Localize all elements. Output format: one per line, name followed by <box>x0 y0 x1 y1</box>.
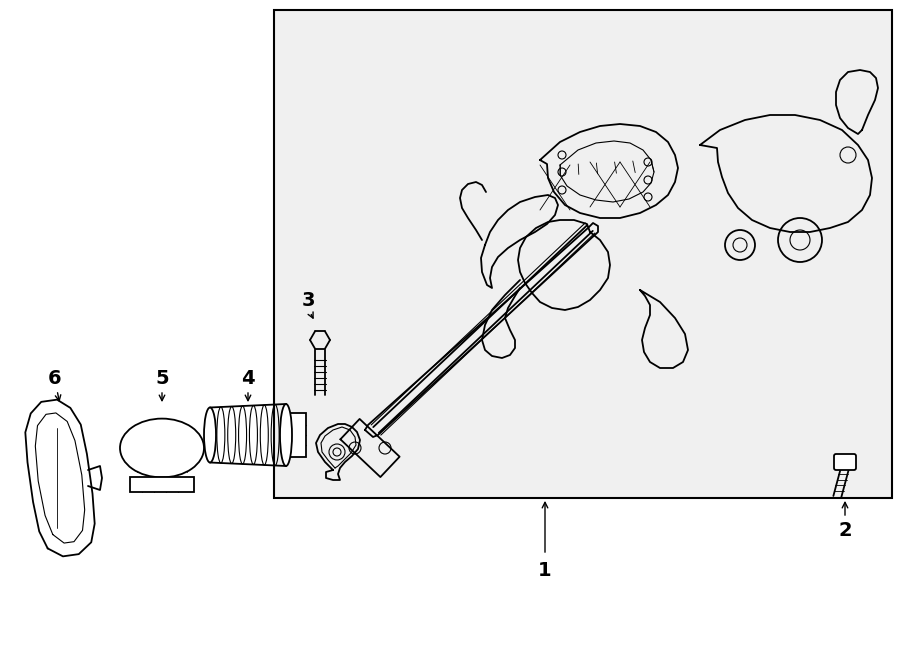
Bar <box>130 477 194 492</box>
Text: 6: 6 <box>49 368 62 387</box>
Bar <box>274 10 892 498</box>
Ellipse shape <box>120 418 204 477</box>
Ellipse shape <box>280 404 292 466</box>
Text: 3: 3 <box>302 290 315 309</box>
Text: 5: 5 <box>155 368 169 387</box>
Text: 2: 2 <box>838 520 851 539</box>
Text: 4: 4 <box>241 368 255 387</box>
Ellipse shape <box>204 407 216 463</box>
Bar <box>286 413 306 457</box>
FancyBboxPatch shape <box>834 454 856 470</box>
Text: 1: 1 <box>538 561 552 580</box>
